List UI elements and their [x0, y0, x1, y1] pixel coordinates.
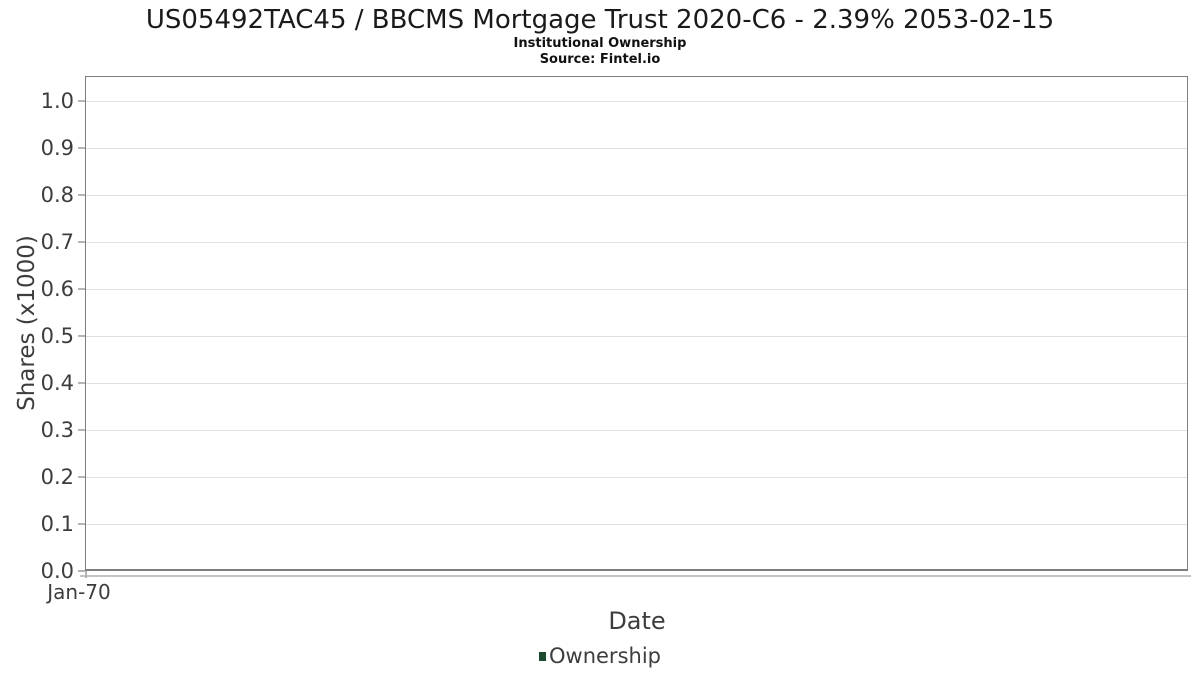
- x-tick-mark: [85, 571, 87, 578]
- y-tick-label: 0.7: [40, 230, 74, 254]
- y-gridline: [86, 524, 1187, 525]
- y-tick-label: 0.6: [40, 277, 74, 301]
- y-tick-label: 0.5: [40, 324, 74, 348]
- y-tick-label: 0.4: [40, 371, 74, 395]
- legend: Ownership: [0, 645, 1200, 668]
- y-tick-label: 0.8: [40, 183, 74, 207]
- y-tick-mark: [78, 570, 85, 572]
- x-tick-label: Jan-70: [47, 580, 111, 604]
- legend-label: Ownership: [549, 644, 661, 668]
- y-tick-mark: [78, 288, 85, 290]
- y-gridline: [86, 101, 1187, 102]
- y-tick-label: 0.1: [40, 512, 74, 536]
- y-tick-label: 0.9: [40, 136, 74, 160]
- x-axis-title: Date: [608, 607, 666, 635]
- y-tick-mark: [78, 476, 85, 478]
- y-tick-mark: [78, 335, 85, 337]
- y-tick-mark: [78, 429, 85, 431]
- y-tick-mark: [78, 100, 85, 102]
- y-tick-mark: [78, 523, 85, 525]
- y-gridline: [86, 195, 1187, 196]
- y-tick-mark: [78, 241, 85, 243]
- plot-area: [85, 76, 1188, 571]
- y-tick-mark: [78, 382, 85, 384]
- y-tick-label: 0.3: [40, 418, 74, 442]
- y-gridline: [86, 477, 1187, 478]
- y-gridline: [86, 148, 1187, 149]
- y-tick-mark: [78, 194, 85, 196]
- chart-source: Source: Fintel.io: [539, 52, 661, 67]
- y-axis-title: Shares (x1000): [14, 235, 40, 411]
- y-tick-label: 0.0: [40, 559, 74, 583]
- x-axis-baseline: [80, 575, 1191, 577]
- y-tick-label: 1.0: [40, 89, 74, 113]
- chart-title: US05492TAC45 / BBCMS Mortgage Trust 2020…: [145, 5, 1055, 35]
- y-tick-label: 0.2: [40, 465, 74, 489]
- chart-subtitle: Institutional Ownership: [513, 36, 687, 51]
- y-gridline: [86, 383, 1187, 384]
- y-tick-mark: [78, 147, 85, 149]
- y-gridline: [86, 289, 1187, 290]
- y-gridline: [86, 430, 1187, 431]
- y-gridline: [86, 336, 1187, 337]
- legend-marker-square-icon: [539, 652, 546, 661]
- y-gridline: [86, 242, 1187, 243]
